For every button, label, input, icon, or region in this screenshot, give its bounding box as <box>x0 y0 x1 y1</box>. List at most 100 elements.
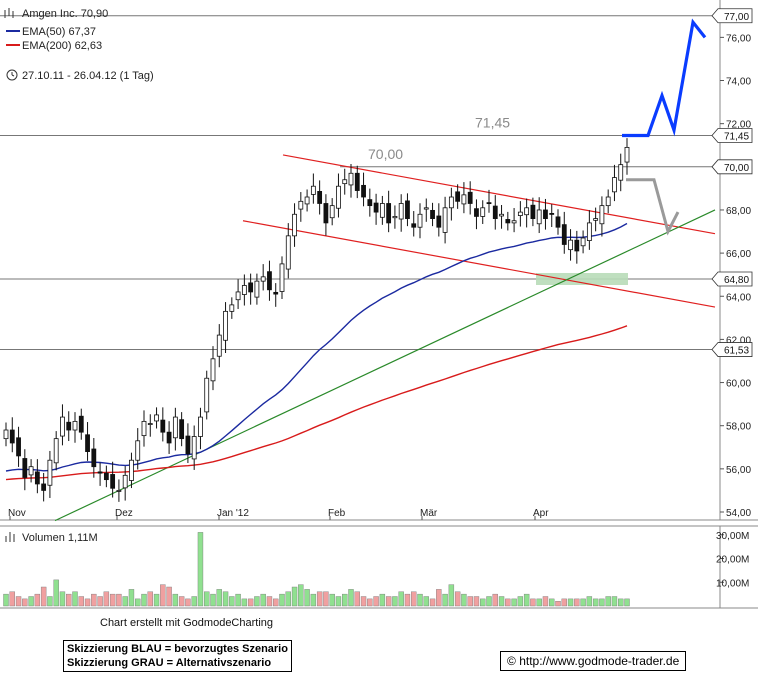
candle <box>511 208 517 233</box>
volume-bar <box>59 591 66 607</box>
candle-body-up <box>72 420 78 431</box>
candle-body-down <box>467 191 473 204</box>
volume-bar <box>53 579 59 607</box>
candle-body-up <box>122 474 128 489</box>
candle-body-up <box>580 237 586 247</box>
volume-bar <box>97 596 103 607</box>
price-axis-ticks: 54,00 56,00 58,00 60,00 62,00 64,00 66,00 68,00… <box>720 12 751 519</box>
volume-bar <box>480 598 486 607</box>
candle-body-down <box>317 191 323 204</box>
candle <box>505 211 511 231</box>
volume-tick-label: 10,00M <box>716 578 749 589</box>
level-badge-label: 70,00 <box>724 163 749 174</box>
candle-body-down <box>66 421 72 431</box>
clock-icon <box>6 69 18 81</box>
moving-averages <box>5 222 628 481</box>
volume-bar <box>486 596 492 607</box>
candle-body-down <box>561 224 567 245</box>
level-annotation: 70,00 <box>368 146 403 162</box>
candle <box>580 230 586 254</box>
candle <box>373 193 379 225</box>
volume-tick-label: 20,00M <box>716 555 749 566</box>
scenario-paths <box>622 18 707 236</box>
volume-bar <box>47 596 53 607</box>
candle <box>41 472 47 502</box>
candle <box>430 202 435 227</box>
candle <box>448 187 454 221</box>
candle-body-down <box>41 483 47 491</box>
volume-bar <box>586 596 593 607</box>
website-link[interactable]: © http://www.godmode-trader.de <box>500 651 687 671</box>
volume-bar <box>618 598 624 607</box>
candle-body-down <box>179 419 185 440</box>
volume-bar <box>91 593 97 607</box>
volume-bar <box>580 598 586 607</box>
volume-bar <box>216 589 222 607</box>
candle <box>392 205 398 229</box>
candle <box>480 200 486 224</box>
volume-bar <box>122 596 128 607</box>
level-badge <box>711 342 753 357</box>
trend-lines <box>54 154 716 522</box>
volume-bar <box>78 596 84 607</box>
copyright-icon: © <box>507 654 516 668</box>
candle <box>53 431 59 471</box>
volume-bar <box>561 598 567 607</box>
candle <box>348 164 354 198</box>
candle-body-down <box>34 471 40 485</box>
volume-bar <box>498 596 505 607</box>
volume-bar <box>342 593 348 607</box>
candle <box>154 407 159 429</box>
candle <box>66 411 72 442</box>
candle <box>179 412 185 447</box>
volume-bar <box>511 598 517 607</box>
candle <box>586 210 592 250</box>
legend-title: Amgen Inc. 70,90 <box>22 8 108 20</box>
candle <box>129 452 134 489</box>
volume-bar <box>141 593 147 607</box>
candle-body-down <box>16 437 21 457</box>
candle <box>72 412 78 443</box>
candle <box>442 196 448 244</box>
candle-body-up <box>593 218 599 221</box>
volume-bar <box>360 596 367 607</box>
date-tick-label: Dez <box>115 508 133 519</box>
volume-bar <box>291 586 298 607</box>
horizontal-levels: 71,45 70,00 <box>0 15 720 351</box>
level-badge <box>711 159 753 175</box>
volume-bar <box>592 598 599 607</box>
candle <box>593 207 599 232</box>
candle-body-up <box>172 416 178 439</box>
candle-body-down <box>166 431 172 444</box>
candle <box>160 407 166 442</box>
candle <box>135 428 141 470</box>
volume-bar <box>15 596 22 607</box>
price-tick-label: 60,00 <box>726 379 751 390</box>
volume-bar <box>523 593 530 607</box>
candle <box>336 173 341 218</box>
volume-bar <box>530 598 536 607</box>
volume-bar <box>235 593 241 607</box>
volume-bar <box>316 591 323 607</box>
candle-body-up <box>216 334 222 357</box>
candle <box>549 204 555 228</box>
candle <box>172 407 178 451</box>
candle <box>386 190 392 233</box>
level-badge-label: 71,45 <box>724 132 749 143</box>
ema200-line <box>5 325 628 481</box>
candle-body-up <box>241 285 247 295</box>
candle-body-down <box>436 215 442 228</box>
volume-bar <box>84 598 91 607</box>
volume-bar <box>348 589 354 607</box>
volume-bar <box>373 596 379 607</box>
candle <box>342 168 348 195</box>
date-tick-label: Feb <box>328 508 346 519</box>
legend-ema50: EMA(50) 67,37 <box>22 26 96 38</box>
candle-body-down <box>505 219 511 224</box>
volume-bar <box>160 584 166 607</box>
candle-body-down <box>85 434 90 452</box>
volume-bar <box>442 593 448 607</box>
candle-body-up <box>28 466 34 476</box>
candle <box>354 165 360 199</box>
volume-icon <box>5 532 15 542</box>
